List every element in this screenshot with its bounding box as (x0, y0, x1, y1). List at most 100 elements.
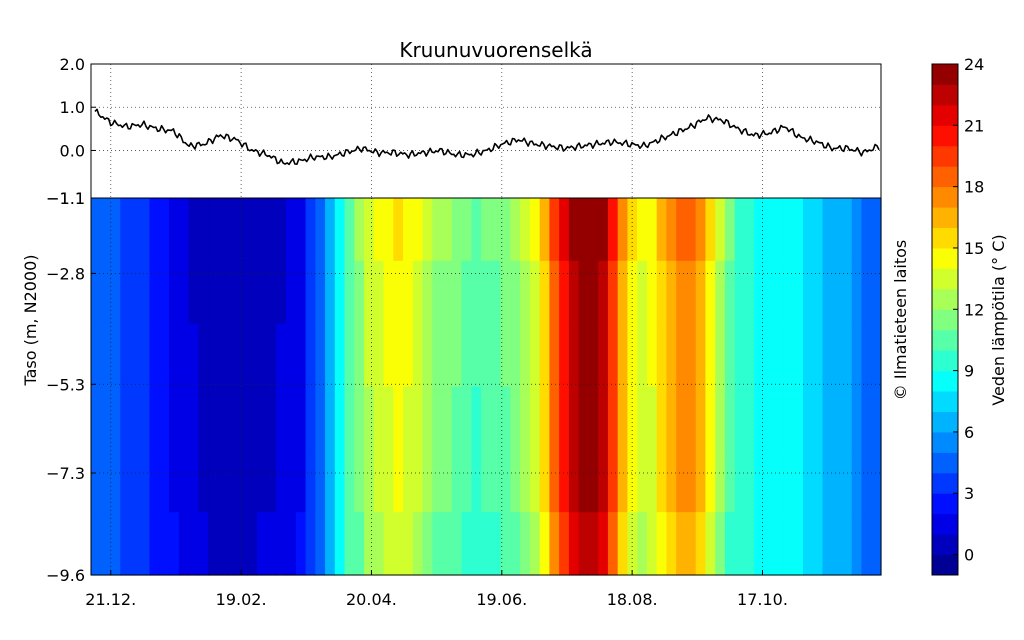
heatmap-cell (481, 323, 492, 388)
heatmap-cell (364, 386, 375, 450)
heatmap-cell (266, 386, 277, 450)
heatmap-cell (656, 449, 668, 513)
x-tick-label: 20.04. (346, 590, 397, 609)
heatmap-cell (247, 198, 258, 262)
heatmap-cell (734, 323, 746, 388)
heatmap-cell (695, 512, 707, 576)
heatmap-cell (451, 198, 463, 262)
heatmap-cell (217, 260, 229, 325)
heatmap-cell (500, 323, 511, 388)
heatmap-cell (383, 512, 394, 576)
heatmap-cell (422, 449, 433, 513)
colorbar-frame (931, 63, 959, 576)
heatmap-cell (763, 198, 775, 262)
heatmap-cell (364, 198, 375, 262)
heatmap-cell (744, 260, 755, 325)
heatmap-cell (198, 512, 209, 576)
heatmap-cell (871, 260, 882, 325)
heatmap-cell (598, 260, 609, 325)
heatmap-cell (851, 512, 863, 576)
heatmap-cell (734, 198, 746, 262)
heatmap-cell (422, 198, 433, 262)
heatmap-cell (676, 512, 687, 576)
heatmap-cell (198, 386, 209, 450)
heatmap-cell (422, 386, 433, 450)
heatmap-cell (198, 323, 209, 388)
heatmap-cell (91, 449, 102, 513)
heatmap-cell (705, 386, 716, 450)
heatmap-cell (471, 198, 482, 262)
heatmap-cell (539, 386, 550, 450)
heatmap-cell (286, 198, 297, 262)
heatmap-cell (568, 260, 580, 325)
heatmap-cell (266, 323, 277, 388)
heatmap-cell (520, 198, 531, 262)
heatmap-cell (159, 512, 170, 576)
heatmap-cell (344, 512, 355, 576)
heatmap-cell (646, 198, 658, 262)
heatmap-cell (325, 512, 336, 576)
heatmap-cell (451, 512, 463, 576)
heatmap-cell (676, 323, 687, 388)
y-tick-label: −7.3 (46, 464, 85, 483)
heatmap-cell (607, 198, 619, 262)
heatmap-cell (364, 449, 375, 513)
temperature-heatmap (91, 198, 882, 576)
heatmap-cell (295, 512, 307, 576)
heatmap-cell (549, 512, 560, 576)
heatmap-cell (178, 386, 190, 450)
heatmap-cell (851, 323, 863, 388)
heatmap-cell (315, 449, 326, 513)
temperature-panel: −1.1 −2.8 −5.3 −7.3 −9.6 21.12. 19.02. 20.04. 1… (46, 189, 882, 609)
heatmap-cell (754, 512, 765, 576)
heatmap-cell (403, 260, 414, 325)
heatmap-cell (169, 198, 180, 262)
heatmap-cell (646, 386, 658, 450)
heatmap-cell (286, 512, 297, 576)
heatmap-cell (617, 198, 629, 262)
heatmap-cell (276, 512, 287, 576)
heatmap-cell (481, 386, 492, 450)
heatmap-cell (188, 260, 199, 325)
heatmap-cell (256, 449, 268, 513)
heatmap-cell (100, 512, 112, 576)
heatmap-cell (539, 260, 550, 325)
heatmap-cell (627, 260, 638, 325)
heatmap-cell (373, 198, 385, 262)
colorbar-segment (932, 64, 958, 85)
heatmap-cell (305, 323, 316, 388)
colorbar-segment (932, 309, 958, 331)
heatmap-cell (724, 260, 736, 325)
heatmap-cell (315, 260, 326, 325)
heatmap-cell (237, 449, 248, 513)
heatmap-cell (490, 198, 502, 262)
heatmap-cell (841, 512, 853, 576)
heatmap-cell (812, 386, 824, 450)
heatmap-cell (130, 386, 141, 450)
heatmap-cell (793, 512, 804, 576)
heatmap-cell (637, 386, 648, 450)
heatmap-cell (315, 323, 326, 388)
heatmap-cell (451, 449, 463, 513)
heatmap-cell (373, 323, 385, 388)
colorbar-segment (932, 329, 958, 351)
heatmap-cell (666, 512, 677, 576)
heatmap-cell (120, 512, 131, 576)
heatmap-cell (383, 449, 394, 513)
heatmap-cell (529, 260, 541, 325)
colorbar-tick-label: 15 (964, 239, 984, 258)
heatmap-cell (627, 323, 638, 388)
heatmap-cell (130, 449, 141, 513)
heatmap-cell (354, 198, 365, 262)
heatmap-cell (188, 198, 199, 262)
heatmap-cell (773, 512, 785, 576)
heatmap-cell (383, 260, 394, 325)
heatmap-cell (520, 323, 531, 388)
heatmap-cell (139, 386, 151, 450)
heatmap-cell (442, 198, 453, 262)
heatmap-cell (422, 260, 433, 325)
heatmap-cell (149, 260, 160, 325)
heatmap-cell (588, 512, 599, 576)
heatmap-cell (539, 512, 550, 576)
heatmap-cell (578, 323, 589, 388)
